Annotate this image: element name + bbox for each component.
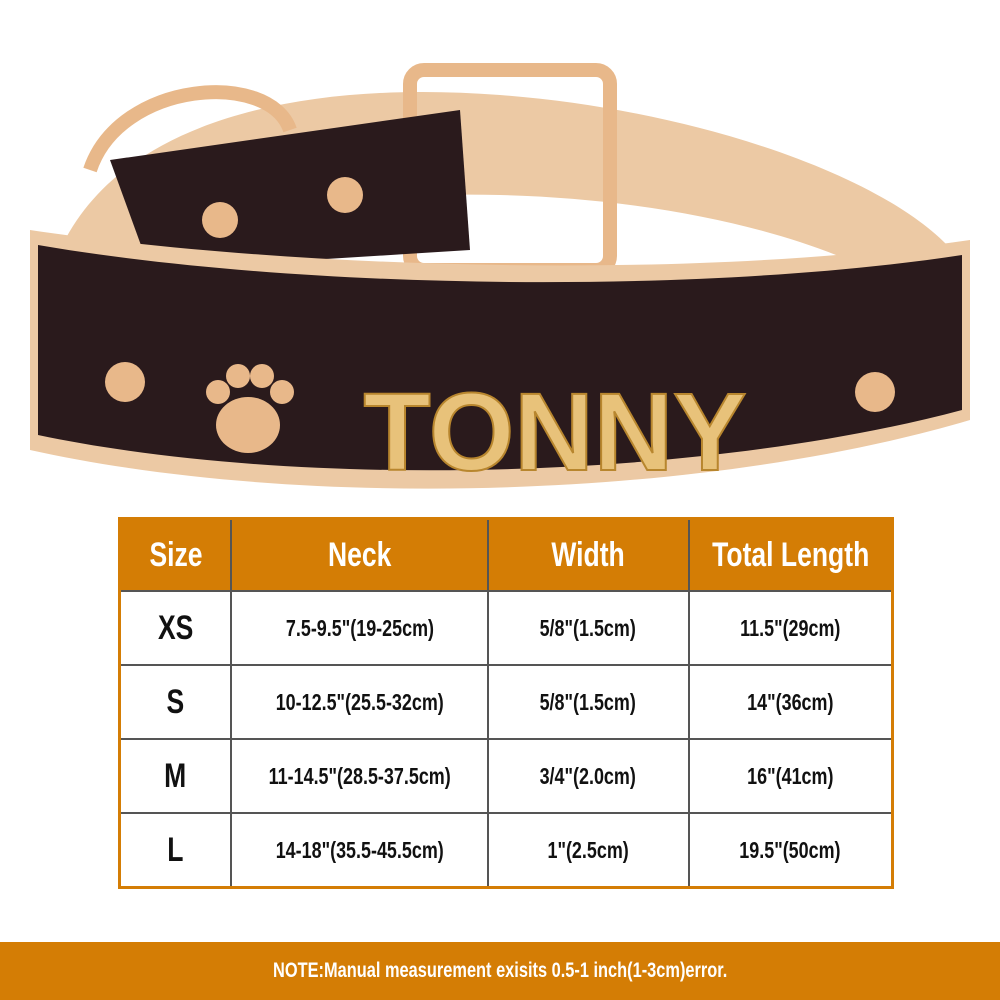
cell-total-length: 16"(41cm) bbox=[687, 738, 894, 814]
cell-total-length: 11.5"(29cm) bbox=[687, 590, 894, 666]
table-header-row: Size Neck Width Total Length bbox=[118, 517, 894, 592]
cell-width: 5/8"(1.5cm) bbox=[486, 590, 690, 666]
header-total-length: Total Length bbox=[687, 517, 894, 592]
cell-width: 3/4"(2.0cm) bbox=[486, 738, 690, 814]
paw-charm-icon bbox=[206, 364, 294, 453]
size-table: Size Neck Width Total Length XS 7.5-9.5"… bbox=[118, 517, 894, 889]
table-row: XS 7.5-9.5"(19-25cm) 5/8"(1.5cm) 11.5"(2… bbox=[118, 590, 894, 666]
note-text: NOTE:Manual measurement exisits 0.5-1 in… bbox=[272, 959, 728, 982]
rivet bbox=[105, 362, 145, 402]
d-ring bbox=[83, 85, 297, 173]
rivet bbox=[327, 177, 363, 213]
cell-size: M bbox=[118, 738, 233, 814]
cell-width: 5/8"(1.5cm) bbox=[486, 664, 690, 740]
rivet bbox=[202, 202, 238, 238]
cell-neck: 14-18"(35.5-45.5cm) bbox=[230, 812, 489, 889]
measurement-note-banner: NOTE:Manual measurement exisits 0.5-1 in… bbox=[0, 942, 1000, 1000]
rivet bbox=[855, 372, 895, 412]
cell-neck: 7.5-9.5"(19-25cm) bbox=[230, 590, 489, 666]
dog-collar-photo: TONNY bbox=[30, 63, 970, 495]
collar-name-letters: TONNY bbox=[363, 371, 746, 494]
cell-total-length: 19.5"(50cm) bbox=[687, 812, 894, 889]
collar-leather-end bbox=[110, 110, 470, 270]
table-row: L 14-18"(35.5-45.5cm) 1"(2.5cm) 19.5"(50… bbox=[118, 812, 894, 889]
cell-size: L bbox=[118, 812, 233, 889]
cell-neck: 10-12.5"(25.5-32cm) bbox=[230, 664, 489, 740]
cell-size: XS bbox=[118, 590, 233, 666]
header-width: Width bbox=[486, 517, 690, 592]
cell-neck: 11-14.5"(28.5-37.5cm) bbox=[230, 738, 489, 814]
table-row: S 10-12.5"(25.5-32cm) 5/8"(1.5cm) 14"(36… bbox=[118, 664, 894, 740]
cell-total-length: 14"(36cm) bbox=[687, 664, 894, 740]
header-size: Size bbox=[118, 517, 233, 592]
cell-width: 1"(2.5cm) bbox=[486, 812, 690, 889]
cell-size: S bbox=[118, 664, 233, 740]
header-neck: Neck bbox=[230, 517, 489, 592]
table-row: M 11-14.5"(28.5-37.5cm) 3/4"(2.0cm) 16"(… bbox=[118, 738, 894, 814]
